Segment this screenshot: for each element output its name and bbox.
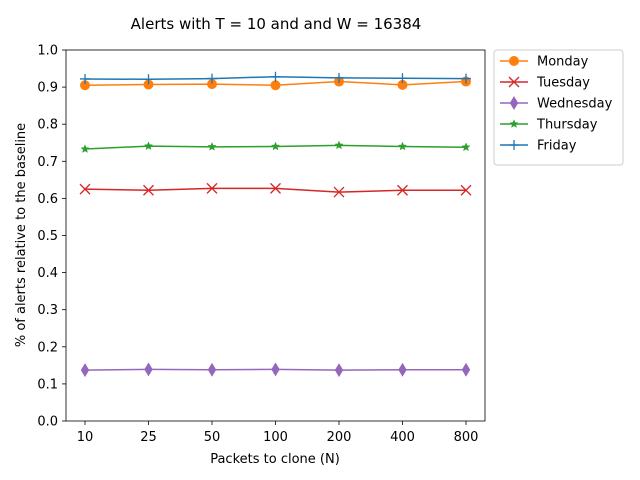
x-tick-label: 10 <box>77 430 94 445</box>
data-point-thursday <box>397 141 408 151</box>
y-tick-label: 0.7 <box>37 155 58 170</box>
x-tick-label: 25 <box>140 430 157 445</box>
legend-label-tuesday: Tuesday <box>536 76 590 91</box>
data-point-wednesday <box>207 362 217 377</box>
y-tick-label: 0.5 <box>37 229 58 244</box>
y-tick-label: 0.9 <box>37 81 58 96</box>
y-tick-label: 0.3 <box>37 303 58 318</box>
data-point-wednesday <box>398 362 407 377</box>
data-point-tuesday <box>143 184 154 196</box>
y-tick-label: 0.8 <box>37 118 58 133</box>
data-point-tuesday <box>397 184 408 196</box>
legend-marker-wednesday <box>509 96 519 110</box>
x-tick-label: 100 <box>263 430 288 445</box>
legend: Monday Tuesday Wednesday Thursday Friday <box>493 49 624 166</box>
y-tick-label: 0.0 <box>37 415 58 430</box>
data-point-thursday <box>207 141 217 151</box>
legend-label-monday: Monday <box>537 55 589 70</box>
data-point-tuesday <box>270 182 281 194</box>
data-point-friday <box>80 73 90 84</box>
x-tick-label: 50 <box>204 430 221 445</box>
y-tick-label: 1.0 <box>37 44 58 59</box>
legend-label-wednesday: Wednesday <box>537 97 613 112</box>
data-point-wednesday <box>461 362 471 377</box>
legend-marker-friday <box>509 140 519 150</box>
data-point-friday <box>334 72 344 83</box>
data-point-friday <box>397 73 408 84</box>
chart-title: Alerts with T = 10 and and W = 16384 <box>131 15 422 33</box>
data-point-friday <box>270 71 281 82</box>
data-point-friday <box>143 74 154 85</box>
data-point-tuesday <box>460 184 472 196</box>
legend-box <box>493 49 624 166</box>
x-tick-label: 800 <box>454 430 479 445</box>
data-point-thursday <box>334 140 344 150</box>
data-point-thursday <box>461 142 471 152</box>
y-tick-label: 0.6 <box>37 192 58 207</box>
data-point-tuesday <box>79 183 91 195</box>
data-point-wednesday <box>80 363 90 378</box>
data-point-thursday <box>80 144 90 154</box>
data-point-monday <box>270 80 281 91</box>
data-point-tuesday <box>206 182 218 194</box>
data-point-tuesday <box>333 186 345 198</box>
y-tick-label: 0.1 <box>37 377 58 392</box>
data-point-wednesday <box>144 362 153 377</box>
y-tick-label: 0.2 <box>37 340 58 355</box>
legend-marker-monday <box>509 56 519 66</box>
data-point-wednesday <box>334 363 344 378</box>
legend-label-friday: Friday <box>537 139 577 154</box>
data-point-wednesday <box>271 362 280 377</box>
x-tick-label: 200 <box>327 430 352 445</box>
legend-marker-tuesday <box>508 76 520 88</box>
data-point-friday <box>461 73 471 84</box>
data-point-friday <box>207 73 217 84</box>
data-point-thursday <box>143 141 154 151</box>
y-tick-label: 0.4 <box>37 266 58 281</box>
y-axis-label: % of alerts relative to the baseline <box>14 123 29 347</box>
legend-label-thursday: Thursday <box>536 118 598 133</box>
data-point-thursday <box>270 141 281 151</box>
legend-marker-thursday <box>509 119 519 128</box>
x-tick-label: 400 <box>390 430 415 445</box>
plot-area: 0.0 0.1 0.2 0.3 0.4 0.5 0.6 0.7 0.8 0.9 1.0 10 25 50 1… <box>37 44 486 445</box>
x-axis-label: Packets to clone (N) <box>210 452 340 467</box>
